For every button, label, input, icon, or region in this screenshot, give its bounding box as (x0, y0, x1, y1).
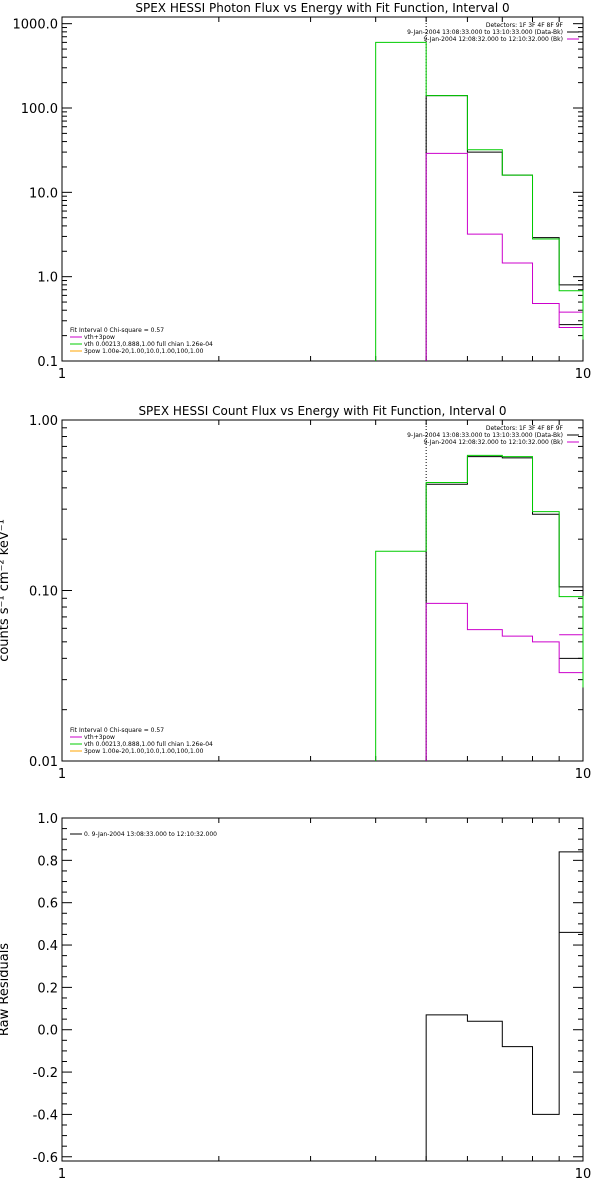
series-group (375, 454, 584, 761)
chart-title: SPEX HESSI Count Flux vs Energy with Fit… (138, 404, 506, 418)
series-line-2 (425, 152, 583, 361)
x-tick-label: 10 (575, 367, 592, 382)
x-tick-label: 1 (58, 1167, 66, 1182)
legend-entry: 0. 9-Jan-2004 13:08:33.000 to 12:10:32.0… (84, 831, 217, 838)
plot-frame (61, 419, 584, 762)
legend-entry: 3pow 1.00e-20,1.00,10.0,1.00,100,1.00 (84, 748, 204, 755)
chart-count: SPEX HESSI Count Flux vs Energy with Fit… (0, 404, 591, 782)
x-tick-label: 1 (58, 367, 66, 382)
y-tick-label: -0.2 (33, 1066, 58, 1081)
header-text: 9-Jan-2004 13:08:33.000 to 13:10:33.000 … (407, 29, 563, 36)
chart-title: SPEX HESSI Photon Flux vs Energy with Fi… (135, 1, 509, 15)
series-line-0 (425, 456, 583, 761)
header-text: 9-Jan-2004 13:08:33.000 to 13:10:33.000 … (407, 432, 563, 439)
legend-entry: vth+3pow (84, 334, 115, 341)
y-tick-label: 1.00 (29, 414, 58, 429)
y-tick-label: 1.0 (37, 812, 58, 827)
x-tick-label: 10 (575, 1167, 592, 1182)
series-line-4 (375, 41, 584, 361)
x-tick-label: 1 (58, 767, 66, 782)
x-tick-label: 10 (575, 767, 592, 782)
y-axis-label: Raw Residuals (0, 943, 12, 1036)
legend-entry: vth+3pow (84, 734, 115, 741)
legend-entry: vth 0.00213,0.888,1.00 full chian 1.26e-… (84, 341, 213, 348)
header-text: 9-Jan-2004 12:08:32.000 to 12:10:32.000 … (423, 439, 563, 446)
series-group (425, 851, 583, 1161)
header-text: Detectors: 1F 3F 4F 8F 9F (486, 22, 564, 29)
chart-photon: SPEX HESSI Photon Flux vs Energy with Fi… (13, 1, 592, 382)
legend-entry: Fit Interval 0 Chi-square = 0.57 (70, 727, 164, 734)
header-text: 9-Jan-2004 12:08:32.000 to 12:10:32.000 … (423, 36, 563, 43)
y-tick-label: 0.6 (37, 897, 58, 912)
y-tick-label: 1.0 (37, 271, 58, 286)
y-tick-label: 100.0 (21, 102, 58, 117)
y-tick-label: 0.1 (37, 355, 58, 370)
y-tick-label: 1000.0 (13, 18, 59, 33)
y-tick-label: 0.0 (37, 1024, 58, 1039)
plot-frame (61, 817, 584, 1162)
y-tick-label: 0.4 (37, 939, 58, 954)
y-tick-label: 0.01 (29, 755, 58, 770)
legend-entry: Fit Interval 0 Chi-square = 0.57 (70, 327, 164, 334)
header-text: Detectors: 1F 3F 4F 8F 9F (486, 425, 564, 432)
series-line-4 (375, 454, 584, 761)
y-tick-label: 0.10 (29, 585, 58, 600)
legend-entry: vth 0.00213,0.888,1.00 full chian 1.26e-… (84, 741, 213, 748)
series-line-2 (425, 602, 583, 761)
y-axis-label: counts s⁻¹ cm⁻² keV⁻¹ (0, 519, 12, 662)
y-tick-label: -0.6 (33, 1151, 58, 1166)
series-group (375, 41, 584, 361)
chart-resid: Raw Residuals 1 10 1.0 0.8 0.6 0.4 0.2 0.0 -0.2 -0… (0, 812, 591, 1182)
legend-entry: 3pow 1.00e-20,1.00,10.0,1.00,100,1.00 (84, 348, 204, 355)
y-tick-label: 0.2 (37, 981, 58, 996)
series-line-0 (425, 851, 583, 1161)
y-tick-label: 0.8 (37, 854, 58, 869)
y-tick-label: 10.0 (29, 186, 58, 201)
plot-frame (61, 16, 584, 362)
y-tick-label: -0.4 (33, 1108, 58, 1123)
